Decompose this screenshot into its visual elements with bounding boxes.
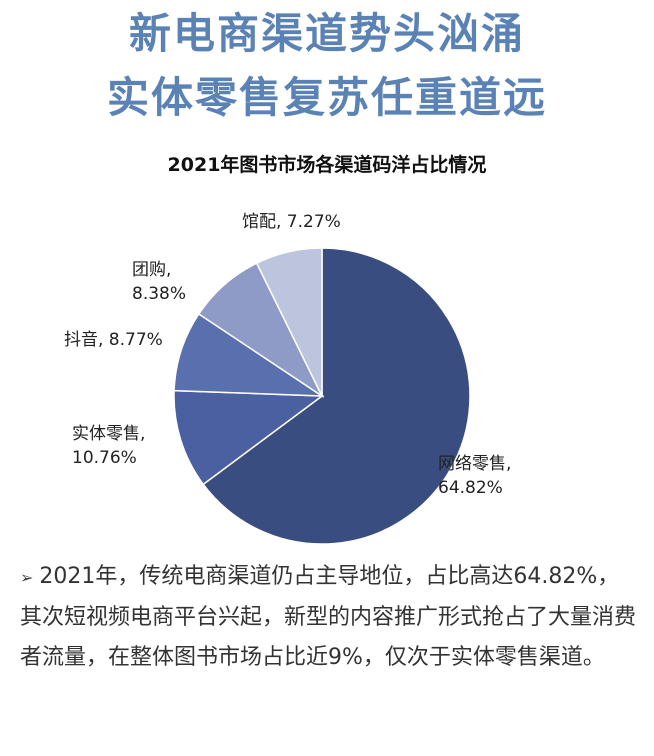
arrow-bullet-icon: ➢ [20,568,34,587]
summary-note: ➢ 2021年，传统电商渠道仍占主导地位，占比高达64.82%，其次短视频电商平台… [20,557,640,678]
slice-label-library: 馆配, 7.27% [242,212,341,232]
headline-line-2: 实体零售复苏任重道远 [106,73,547,122]
slice-label-douyin: 抖音, 8.77% [64,330,163,350]
pie-slice-4 [255,247,323,397]
pie-slice-2 [173,312,325,397]
chart-title: 2021年图书市场各渠道码洋占比情况 [167,154,487,176]
pie-slice-1 [173,389,325,486]
slice-label-group: 团购, 8.38% [132,260,187,304]
pie-slice-0 [202,247,471,545]
headline-line-1: 新电商渠道势头汹涌 [128,9,525,58]
pie-chart [173,247,471,545]
slice-label-online: 网络零售, 64.82% [438,454,512,498]
summary-text: 2021年，传统电商渠道仍占主导地位，占比高达64.82%，其次短视频电商平台兴… [20,564,637,670]
slice-label-retail: 实体零售, 10.76% [72,424,146,468]
